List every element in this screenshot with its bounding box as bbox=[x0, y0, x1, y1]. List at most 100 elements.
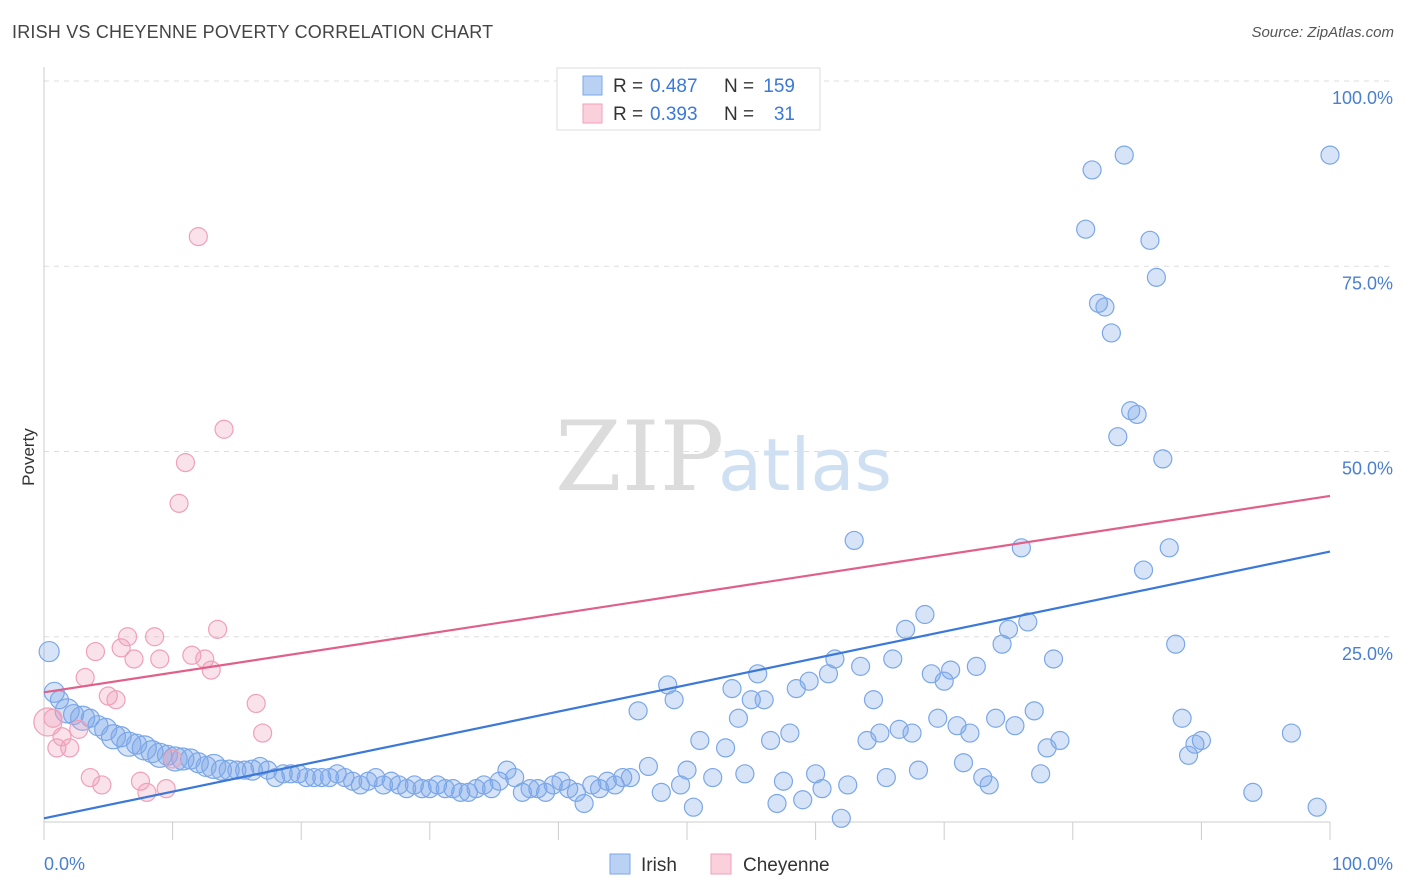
irish-point-4 bbox=[62, 703, 85, 726]
irish-point-160 bbox=[1281, 723, 1302, 743]
irish-point-140 bbox=[1076, 219, 1096, 239]
cheyenne-point-6 bbox=[75, 667, 95, 688]
gridlines bbox=[44, 80, 1392, 638]
irish-point-129 bbox=[986, 708, 1006, 728]
cheyenne-point-27 bbox=[208, 619, 228, 639]
axes bbox=[43, 67, 1331, 840]
legend-r-label-irish: R = bbox=[613, 76, 643, 97]
irish-point-23 bbox=[210, 759, 233, 781]
correlation-legend: R = 0.487 N = 159 R = 0.393 N = 31 bbox=[556, 67, 821, 131]
legend-swatch-cheyenne bbox=[582, 103, 603, 124]
cheyenne-point-1 bbox=[43, 708, 63, 728]
irish-point-112 bbox=[876, 767, 896, 788]
legend-n-label-irish: N = bbox=[724, 76, 754, 97]
irish-point-34 bbox=[296, 767, 316, 788]
irish-point-65 bbox=[535, 782, 556, 802]
irish-point-113 bbox=[883, 649, 903, 669]
irish-point-15 bbox=[147, 742, 173, 768]
chart-source: Source: ZipAtlas.com bbox=[1251, 24, 1394, 41]
cheyenne-point-28 bbox=[214, 419, 234, 439]
irish-point-159 bbox=[1243, 782, 1263, 802]
irish-point-36 bbox=[312, 767, 332, 788]
irish-point-94 bbox=[760, 730, 781, 751]
x-tick-label-right: 100.0% bbox=[1332, 854, 1393, 874]
irish-point-90 bbox=[735, 764, 755, 784]
irish-points bbox=[38, 145, 1340, 828]
bottom-legend-swatch-irish bbox=[609, 853, 631, 875]
irish-point-70 bbox=[574, 793, 594, 814]
cheyenne-point-22 bbox=[175, 453, 196, 473]
irish-point-83 bbox=[677, 760, 697, 780]
irish-point-35 bbox=[304, 767, 324, 788]
irish-point-61 bbox=[505, 767, 525, 788]
irish-point-162 bbox=[1320, 145, 1340, 165]
irish-point-96 bbox=[773, 771, 794, 791]
irish-point-75 bbox=[613, 767, 633, 788]
irish-point-69 bbox=[566, 782, 587, 802]
irish-point-111 bbox=[870, 723, 890, 743]
irish-point-144 bbox=[1101, 323, 1121, 343]
irish-point-143 bbox=[1095, 297, 1115, 317]
cheyenne-point-26 bbox=[201, 660, 221, 680]
irish-point-63 bbox=[520, 779, 540, 799]
irish-point-148 bbox=[1127, 404, 1147, 425]
y-tick-label-1: 75.0% bbox=[1342, 273, 1393, 293]
irish-point-60 bbox=[497, 760, 517, 780]
cheyenne-point-20 bbox=[163, 749, 183, 769]
irish-point-9 bbox=[100, 724, 127, 750]
irish-point-139 bbox=[1050, 730, 1070, 751]
irish-point-86 bbox=[703, 767, 723, 788]
irish-point-77 bbox=[628, 701, 648, 721]
cheyenne-point-7 bbox=[80, 767, 100, 788]
bottom-legend-label-cheyenne: Cheyenne bbox=[743, 855, 830, 876]
irish-point-0 bbox=[38, 640, 60, 663]
cheyenne-point-29 bbox=[246, 693, 266, 714]
irish-trend-line bbox=[43, 550, 1331, 820]
irish-point-92 bbox=[748, 664, 768, 684]
irish-point-141 bbox=[1082, 160, 1102, 180]
irish-point-108 bbox=[851, 656, 871, 676]
irish-point-54 bbox=[451, 782, 471, 802]
irish-point-114 bbox=[889, 719, 909, 739]
trend-lines bbox=[43, 494, 1331, 820]
irish-point-76 bbox=[620, 767, 641, 788]
irish-point-10 bbox=[110, 726, 132, 748]
irish-point-128 bbox=[979, 775, 999, 795]
irish-point-117 bbox=[908, 760, 929, 780]
irish-point-153 bbox=[1159, 538, 1179, 558]
irish-point-110 bbox=[863, 690, 884, 710]
legend-r-label-cheyenne: R = bbox=[613, 104, 643, 125]
irish-point-115 bbox=[896, 619, 916, 639]
y-tick-label-3: 25.0% bbox=[1342, 644, 1393, 664]
irish-point-106 bbox=[838, 775, 858, 795]
irish-point-155 bbox=[1172, 708, 1192, 728]
irish-point-105 bbox=[831, 808, 851, 828]
irish-point-72 bbox=[589, 779, 610, 799]
series-legend: Irish Cheyenne bbox=[609, 853, 830, 876]
bottom-legend-swatch-cheyenne bbox=[710, 853, 732, 875]
irish-point-74 bbox=[605, 775, 625, 795]
cheyenne-point-4 bbox=[60, 738, 80, 758]
cheyenne-point-13 bbox=[117, 627, 138, 647]
irish-point-145 bbox=[1108, 427, 1128, 447]
cheyenne-point-9 bbox=[92, 775, 112, 795]
irish-point-125 bbox=[960, 723, 980, 743]
cheyenne-points bbox=[33, 227, 273, 802]
irish-point-124 bbox=[953, 753, 974, 773]
irish-point-146 bbox=[1114, 145, 1134, 165]
irish-point-59 bbox=[489, 771, 509, 791]
irish-point-43 bbox=[366, 767, 386, 788]
y-tick-label-2: 50.0% bbox=[1342, 459, 1393, 479]
cheyenne-point-30 bbox=[253, 723, 273, 743]
cheyenne-point-5 bbox=[69, 719, 89, 739]
legend-r-value-cheyenne: 0.393 bbox=[650, 104, 698, 125]
legend-r-value-irish: 0.487 bbox=[650, 76, 698, 97]
irish-point-116 bbox=[902, 723, 922, 743]
irish-point-102 bbox=[812, 779, 832, 799]
irish-point-32 bbox=[281, 764, 301, 784]
irish-point-149 bbox=[1133, 560, 1154, 580]
cheyenne-trend-line bbox=[43, 494, 1331, 694]
irish-point-122 bbox=[941, 660, 961, 680]
irish-point-154 bbox=[1166, 634, 1186, 654]
